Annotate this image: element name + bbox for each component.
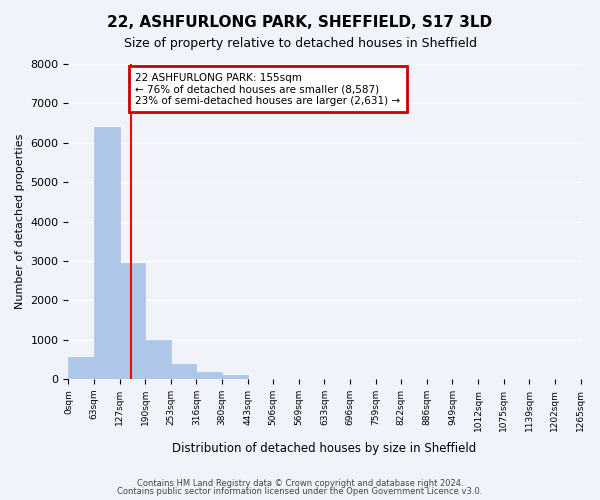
Text: Size of property relative to detached houses in Sheffield: Size of property relative to detached ho…	[124, 38, 476, 51]
X-axis label: Distribution of detached houses by size in Sheffield: Distribution of detached houses by size …	[172, 442, 476, 455]
Y-axis label: Number of detached properties: Number of detached properties	[15, 134, 25, 309]
Bar	[171, 364, 196, 379]
Bar	[94, 128, 119, 379]
Bar	[196, 372, 222, 379]
Bar	[145, 340, 171, 379]
Bar	[222, 376, 248, 379]
Text: 22 ASHFURLONG PARK: 155sqm
← 76% of detached houses are smaller (8,587)
23% of s: 22 ASHFURLONG PARK: 155sqm ← 76% of deta…	[136, 72, 401, 106]
Bar	[68, 357, 94, 379]
Text: Contains HM Land Registry data © Crown copyright and database right 2024.: Contains HM Land Registry data © Crown c…	[137, 478, 463, 488]
Text: Contains public sector information licensed under the Open Government Licence v3: Contains public sector information licen…	[118, 487, 482, 496]
Bar	[119, 264, 145, 379]
Text: 22, ASHFURLONG PARK, SHEFFIELD, S17 3LD: 22, ASHFURLONG PARK, SHEFFIELD, S17 3LD	[107, 15, 493, 30]
